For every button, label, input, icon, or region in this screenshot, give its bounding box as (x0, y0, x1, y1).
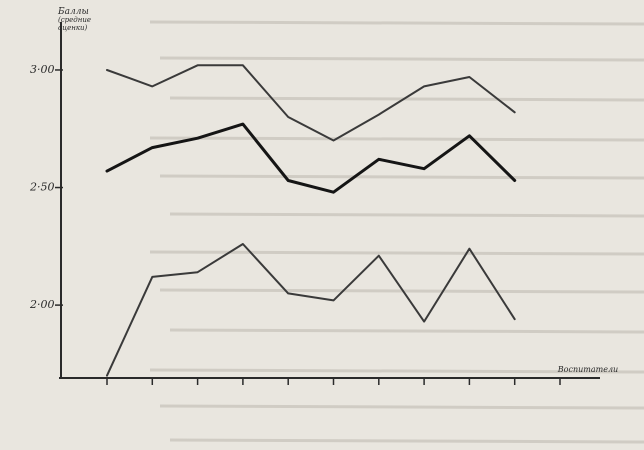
series-line (106, 64, 516, 142)
x-axis-label: Воспитатели (557, 365, 618, 374)
background-text-line (149, 368, 644, 374)
y-axis-label-line: оценки) (58, 24, 88, 32)
background-text-line (169, 96, 644, 102)
background-text-line (149, 20, 644, 26)
background-text-line (169, 212, 644, 218)
x-axis-ticks (106, 378, 561, 385)
background-text-lines (149, 20, 644, 444)
background-text-line (159, 56, 644, 62)
y-tick-label: 2·50 (29, 181, 55, 194)
chart-axes (59, 22, 600, 379)
y-tick-label: 2·00 (29, 298, 55, 311)
y-axis-label-line: Баллы (57, 7, 89, 17)
y-axis-label-line: (средние (58, 16, 91, 24)
background-text-line (159, 404, 644, 410)
series-line (106, 243, 516, 377)
x-axis-label: Воспитатели (557, 365, 618, 374)
background-text-line (169, 438, 644, 444)
background-text-line (149, 250, 644, 256)
background-text-line (159, 174, 644, 180)
y-tick-label: 3·00 (30, 63, 55, 76)
y-axis-ticks: 3·00 2·50 2·00 (29, 63, 63, 311)
series-lines (105, 64, 517, 377)
background-text-line (149, 136, 644, 142)
series-line (105, 122, 517, 194)
background-text-line (169, 328, 644, 334)
